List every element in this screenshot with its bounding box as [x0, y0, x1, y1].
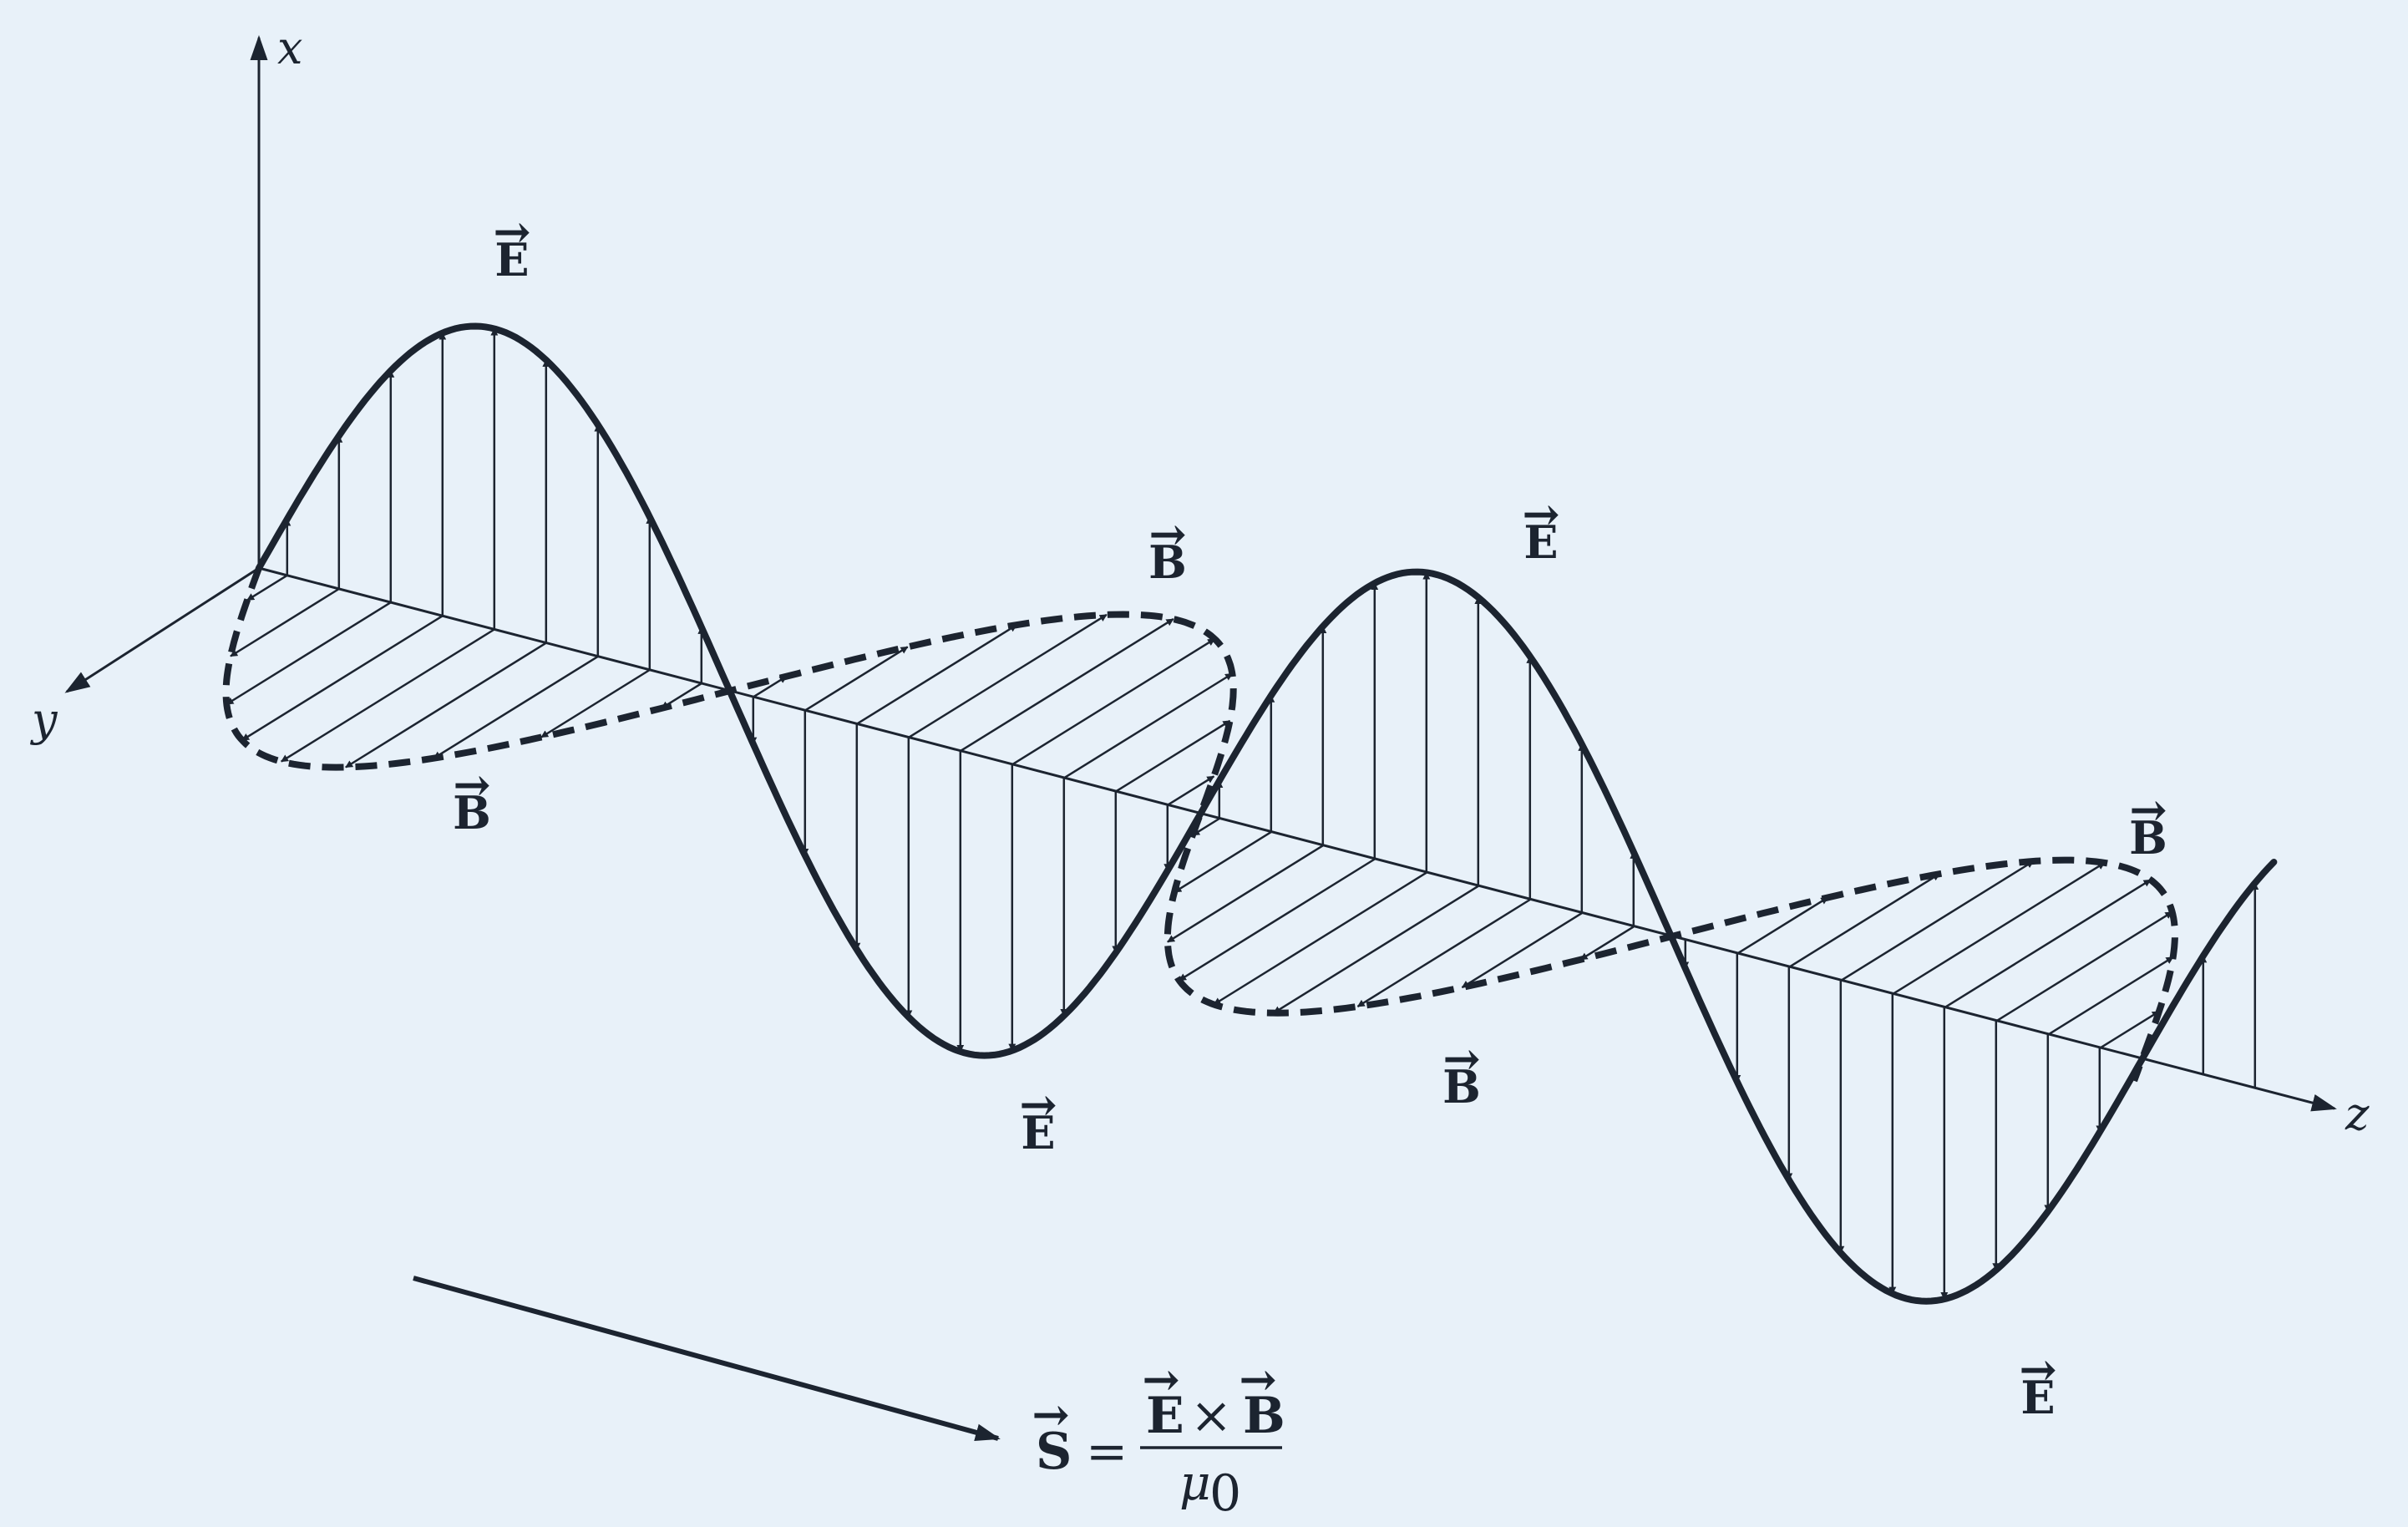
- b-label-2: B →: [1148, 507, 1187, 589]
- formula-numerator-e: E: [1146, 1387, 1184, 1445]
- b-field-vector: [1892, 861, 2106, 996]
- b-field-vector: [241, 615, 444, 742]
- x-axis-label: x: [277, 22, 302, 74]
- b-field-vector: [1213, 871, 1427, 1006]
- e-label-crest-2: E →: [1522, 487, 1559, 569]
- b-label-text: B: [1148, 535, 1187, 589]
- formula-equals: =: [1086, 1423, 1128, 1481]
- e-label-text: E: [2020, 1371, 2055, 1424]
- b-field-vector: [1174, 831, 1272, 893]
- b-label-text: B: [2129, 811, 2167, 865]
- b-field-vector: [2047, 956, 2174, 1036]
- b-field-vector: [345, 642, 547, 769]
- vector-arrow-mark: →: [1522, 487, 1559, 540]
- b-field-vector: [1736, 896, 1829, 955]
- vector-arrow-mark: →: [2019, 1342, 2056, 1396]
- b-field-vector: [540, 668, 651, 738]
- formula-times: ×: [1190, 1387, 1232, 1445]
- b-field-vector: [908, 613, 1108, 738]
- field-labels: E → E → E → E → B → B → B → B →: [453, 205, 2167, 1424]
- b-field-vector: [1788, 873, 1940, 968]
- b-field-vector: [1167, 845, 1324, 943]
- b-field-vector: [1840, 860, 2035, 982]
- z-axis: [258, 566, 2337, 1112]
- formula-denominator-subscript: 0: [1209, 1464, 1241, 1523]
- vector-arrow-mark: →: [1148, 507, 1186, 561]
- b-field-vector: [960, 618, 1174, 753]
- e-label-text: E: [494, 233, 529, 287]
- e-label-trough-1: E →: [1019, 1078, 1057, 1159]
- b-field-vector: [1579, 926, 1635, 961]
- b-field-vector: [1356, 898, 1531, 1007]
- e-label-trough-2: E →: [2019, 1342, 2056, 1424]
- z-axis-label: z: [2345, 1088, 2370, 1140]
- b-field-vector: [1995, 911, 2173, 1022]
- e-label-text: E: [1021, 1106, 1055, 1159]
- b-field-vector: [1461, 912, 1583, 989]
- b-field-vector: [281, 628, 495, 763]
- formula-vector-arrow-mark: →: [1142, 1352, 1179, 1406]
- vector-arrow-mark: →: [1019, 1078, 1057, 1131]
- electric-field-wave: [256, 322, 2278, 1305]
- b-label-4: B →: [2129, 783, 2167, 865]
- b-field-vector: [433, 655, 599, 759]
- magnetic-field-wave: [222, 566, 2178, 1083]
- b-field-vector: [1115, 719, 1231, 793]
- vector-arrow-mark: →: [493, 205, 530, 258]
- electric-field-vectors: [283, 327, 2259, 1300]
- e-label-text: E: [1523, 515, 1558, 569]
- vector-arrow-mark: →: [2129, 783, 2167, 836]
- b-field-vector: [2099, 1010, 2160, 1049]
- y-axis: [64, 566, 260, 693]
- formula-numerator-b: B: [1243, 1387, 1285, 1445]
- b-label-text: B: [1442, 1060, 1481, 1114]
- formula-vector-arrow-mark: →: [1032, 1387, 1069, 1441]
- b-field-vector: [226, 601, 392, 706]
- formula-lhs: S: [1036, 1423, 1072, 1481]
- b-field-vector: [1011, 637, 1216, 766]
- b-label-3: B →: [1442, 1032, 1481, 1114]
- b-field-vector: [1273, 885, 1479, 1014]
- b-field-vector: [1167, 775, 1215, 806]
- vector-arrow-mark: →: [453, 758, 490, 811]
- poynting-formula: S = E × B μ 0: [1036, 1387, 1285, 1523]
- vector-arrow-mark: →: [1442, 1032, 1480, 1085]
- b-label-text: B: [453, 786, 491, 840]
- b-field-vector: [1179, 858, 1376, 982]
- b-field-vector: [230, 587, 340, 657]
- formula-denominator-mu: μ: [1179, 1454, 1211, 1511]
- e-label-crest-1: E →: [493, 205, 530, 287]
- b-field-vector: [1944, 879, 2152, 1009]
- b-field-vector: [856, 624, 1017, 725]
- b-label-1: B →: [453, 758, 491, 840]
- b-field-vector: [246, 574, 288, 601]
- b-field-vector: [1063, 672, 1234, 779]
- b-field-vector: [804, 646, 909, 712]
- formula-vector-arrow-mark: →: [1239, 1352, 1276, 1406]
- propagation-direction-arrow: [413, 1276, 1001, 1441]
- y-axis-label: y: [30, 693, 58, 746]
